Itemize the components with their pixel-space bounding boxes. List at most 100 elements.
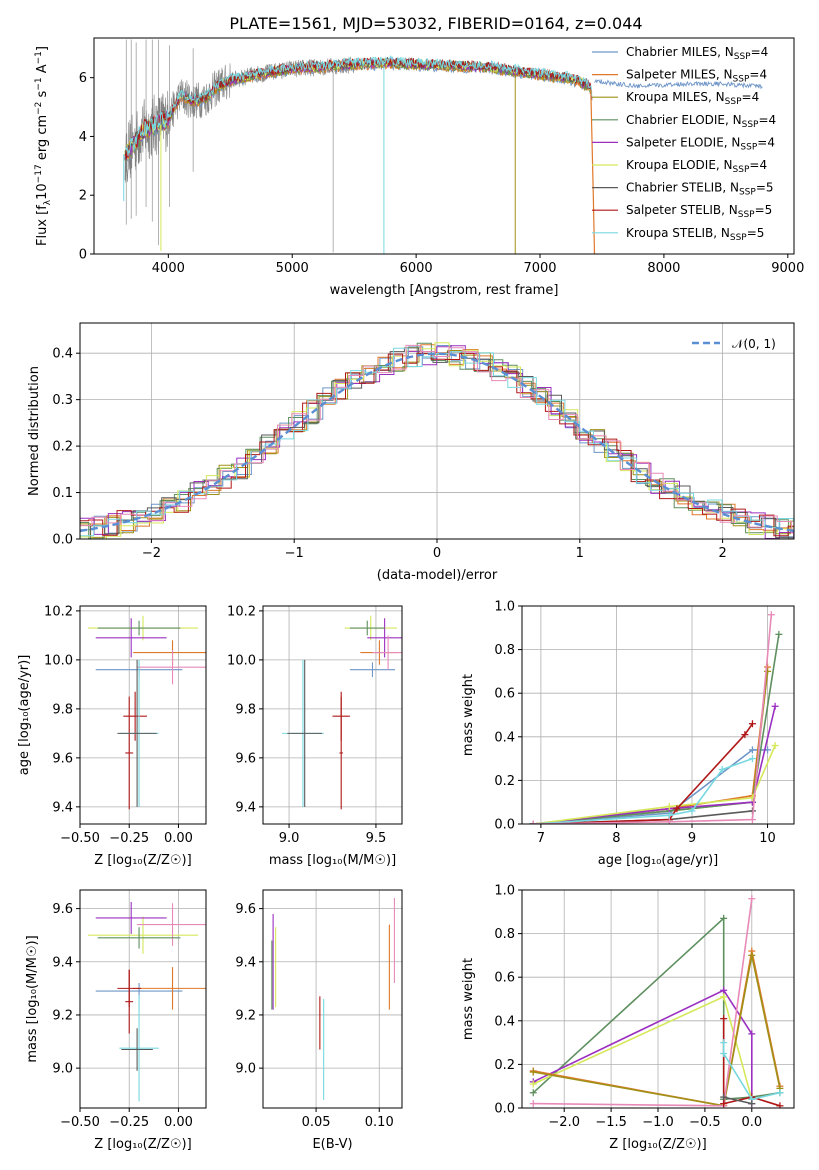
x-tick-label: 2	[718, 546, 726, 561]
y-tick-label: 0.4	[494, 1014, 515, 1029]
y-tick-label: 9.8	[235, 702, 256, 717]
y-label-part: ]	[35, 46, 50, 51]
y-tick-label: 9.4	[52, 955, 73, 970]
x-tick-label: 0.00	[164, 831, 193, 846]
x-tick-label: 1	[576, 546, 584, 561]
axes-frame	[79, 605, 207, 825]
mass-weight-series-8	[722, 1042, 781, 1101]
x-axis-label: age [log₁₀(age/yr)]	[598, 853, 719, 868]
legend-text: Chabrier MILES, N	[626, 45, 734, 59]
legend-entry: 𝒩(0, 1)	[732, 337, 776, 351]
legend-eq: =4	[758, 113, 776, 127]
y-axis-label: age [log₁₀(age/yr)]	[17, 655, 32, 776]
legend-text: Kroupa STELIB, N	[626, 226, 730, 240]
x-tick-label: 7	[537, 831, 545, 846]
mass-weight-series-6	[723, 1096, 752, 1105]
y-tick-label: 9.0	[235, 1062, 256, 1077]
y-tick-label: 0.1	[52, 486, 73, 501]
y-axis-label: Normed distribution	[27, 366, 42, 496]
y-tick-label: 0.0	[52, 533, 73, 548]
legend-eq: =5	[747, 226, 765, 240]
y-tick-label: 10.0	[227, 653, 256, 668]
legend-entry: Kroupa STELIB, NSSP=5	[626, 226, 764, 243]
mass-weight-series-3	[533, 634, 780, 824]
y-axis-label: mass weight	[461, 674, 476, 756]
x-tick-label: 9.5	[366, 831, 387, 846]
residual-histogram-7	[80, 352, 794, 537]
axes-frame	[79, 889, 207, 1109]
y-label-part: λ	[43, 199, 53, 205]
residual-histogram-9	[80, 344, 794, 534]
legend-entry: Chabrier STELIB, NSSP=5	[626, 181, 774, 198]
legend-entry: Kroupa MILES, NSSP=4	[626, 90, 759, 107]
y-tick-label: 0.4	[494, 730, 515, 745]
x-tick-label: 9000	[771, 261, 804, 276]
y-tick-label: 0.2	[494, 774, 515, 789]
x-tick-label: 0	[433, 546, 441, 561]
legend-eq: =4	[757, 135, 775, 149]
residual-histogram-5	[80, 342, 794, 539]
y-tick-label: 0.3	[52, 393, 73, 408]
y-tick-label: 9.2	[52, 1008, 73, 1023]
legend-text: Chabrier ELODIE, N	[626, 113, 742, 127]
spectrum-model-8	[124, 54, 593, 156]
panel-mass-vs-EBV: 0.05 0.10 9.0 9.2 9.4 9.6 E(B-V)	[235, 889, 403, 1152]
legend-sub: SSP	[742, 120, 759, 130]
x-tick-label: 8	[612, 831, 620, 846]
x-tick-label: −0.50	[60, 1115, 100, 1130]
legend-sub: SSP	[733, 165, 750, 175]
y-tick-label: 0.2	[494, 1058, 515, 1073]
x-tick-label: −0.5	[689, 1115, 721, 1130]
plot-area	[282, 615, 402, 810]
y-tick-label: 9.4	[235, 800, 256, 815]
legend-entry: Salpeter MILES, NSSP=4	[626, 68, 767, 85]
mass-weight-series-2	[533, 955, 781, 1107]
panel-mass-vs-Z: −0.50 −0.25 0.00 9.0 9.2 9.4 9.6 Z [log₁₀(Z/Z☉)…	[25, 889, 207, 1152]
x-tick-label: 9.0	[279, 831, 300, 846]
x-tick-label: 7000	[523, 261, 556, 276]
y-axis-label: mass [log₁₀(M/M☉)]	[25, 935, 40, 1062]
y-tick-label: 9.4	[235, 955, 256, 970]
y-tick-label: 9.6	[235, 902, 256, 917]
y-tick-label: 9.0	[52, 1062, 73, 1077]
x-tick-label: −1.5	[595, 1115, 627, 1130]
y-tick-label: 9.6	[52, 751, 73, 766]
y-tick-label: 0.8	[494, 927, 515, 942]
y-tick-label: 0.0	[494, 818, 515, 833]
y-tick-label: 0.6	[494, 687, 515, 702]
y-tick-label: 0.0	[494, 1102, 515, 1117]
legend-eq: =4	[749, 68, 767, 82]
x-tick-label: 0.10	[365, 1115, 394, 1130]
axes-frame	[93, 37, 795, 255]
legend-eq: =4	[751, 45, 769, 59]
y-tick-label: 6	[79, 71, 87, 86]
x-tick-label: 9	[688, 831, 696, 846]
mass-weight-series-5	[533, 745, 776, 824]
y-label-part: −2	[34, 102, 44, 115]
legend-sub: SSP	[733, 75, 750, 85]
y-axis-label: Flux [fλ10−17 erg cm−2 s−1 A−1]	[34, 46, 53, 246]
plot-area	[529, 611, 783, 824]
y-axis-label: mass weight	[461, 958, 476, 1040]
y-tick-label: 9.8	[52, 702, 73, 717]
x-tick-label: 0.05	[302, 1115, 331, 1130]
y-label-part: s	[35, 90, 50, 101]
x-axis-label: E(B-V)	[312, 1137, 352, 1152]
x-axis-label: (data-model)/error	[377, 568, 498, 583]
legend-text: Salpeter STELIB, N	[626, 203, 738, 217]
x-tick-label: 10	[759, 831, 776, 846]
y-tick-label: 9.4	[52, 800, 73, 815]
plot-area	[80, 342, 794, 539]
panel-spectrum: 4000 5000 6000 7000 8000 9000 0 2 4 6 wavelength […	[34, 37, 804, 298]
legend-text: Kroupa ELODIE, N	[626, 158, 733, 172]
y-tick-label: 1.0	[494, 884, 515, 899]
y-label-part: −1	[34, 51, 44, 64]
panel-age-vs-Z: −0.50 −0.25 0.00 9.4 9.6 9.8 10.0 10.2 Z [log₁₀(…	[17, 604, 207, 868]
panel-massweight-vs-Z: −2.0 −1.5 −1.0 −0.5 0.0 0.0 0.2 0.4 0.6 0.8 1.0 Z […	[461, 884, 795, 1152]
x-axis-label: Z [log₁₀(Z/Z☉)]	[94, 1137, 191, 1152]
legend-entry: Chabrier MILES, NSSP=4	[626, 45, 768, 62]
legend-text: Chabrier STELIB, N	[626, 181, 739, 195]
legend-text: Salpeter MILES, N	[626, 68, 733, 82]
y-tick-label: 9.2	[235, 1008, 256, 1023]
y-tick-label: 9.6	[235, 751, 256, 766]
